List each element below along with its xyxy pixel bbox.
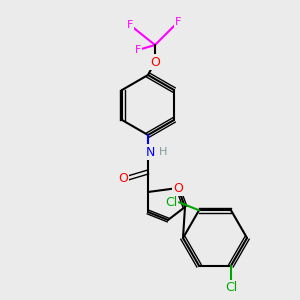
Text: N: N [145,146,155,158]
Text: H: H [159,147,167,157]
Text: F: F [135,45,141,55]
Text: F: F [175,17,181,27]
Text: O: O [173,182,183,194]
Text: O: O [118,172,128,184]
Text: F: F [127,20,133,30]
Text: Cl: Cl [225,281,237,294]
Text: O: O [150,56,160,68]
Text: Cl: Cl [165,196,177,209]
